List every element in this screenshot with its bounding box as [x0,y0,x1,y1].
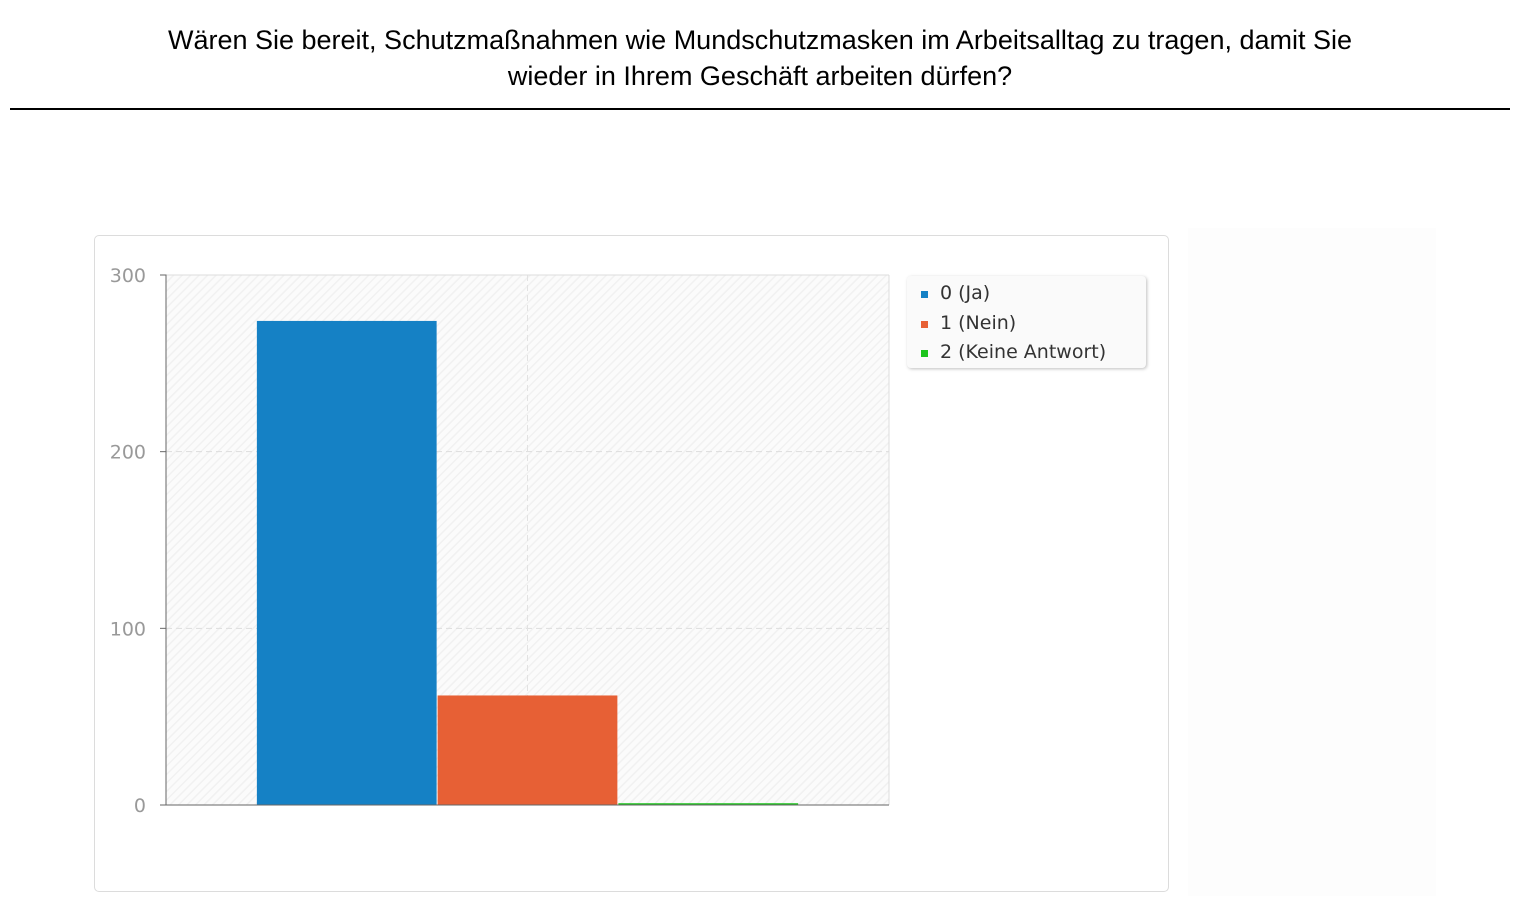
bars [256,320,799,805]
legend-label-nein: 1 (Nein) [940,311,1017,334]
legend-label-keine-antwort: 2 (Keine Antwort) [940,341,1107,363]
question-line-1: Wären Sie bereit, Schutzmaßnahmen wie Mu… [167,25,1353,55]
y-tick-label-300: 300 [110,265,146,287]
legend-swatch-nein [921,320,928,328]
title-divider [10,108,1510,110]
question-title: Wären Sie bereit, Schutzmaßnahmen wie Mu… [0,22,1520,94]
y-tick-labels: 0 100 200 300 [110,265,146,817]
bar-2 [618,803,799,805]
legend-item-keine-antwort: 2 (Keine Antwort) [907,338,1146,368]
bar-chart: 0 100 200 300 [110,265,890,817]
side-panel [1188,228,1436,896]
y-tick-label-0: 0 [134,795,146,817]
bar-1 [437,695,618,805]
axes [160,274,889,806]
legend-swatch-ja [921,291,928,298]
bar-0 [256,320,437,805]
y-tick-label-200: 200 [110,442,146,464]
legend-swatch-keine-antwort [921,350,928,357]
chart-legend: 0 (Ja) 1 (Nein) 2 (Keine Antwort) [907,276,1146,368]
question-line-2: wieder in Ihrem Geschäft arbeiten dürfen… [507,61,1013,91]
legend-label-ja: 0 (Ja) [940,282,991,304]
y-tick-label-100: 100 [110,618,146,640]
legend-item-nein: 1 (Nein) [907,309,1146,339]
legend-item-ja: 0 (Ja) [907,279,1146,309]
